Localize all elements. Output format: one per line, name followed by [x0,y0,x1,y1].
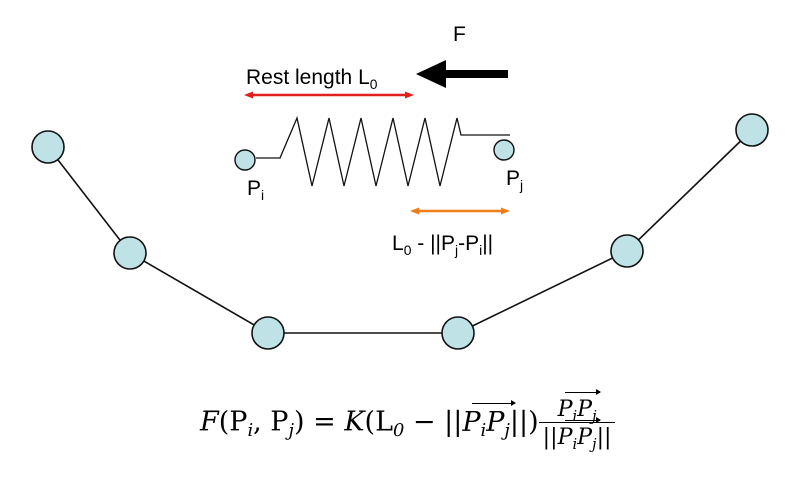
formula-den-close: || [596,424,612,451]
chain-node [441,316,475,350]
formula-F: F [200,406,219,438]
pj-subscript: j [520,176,524,193]
formula-lhs-close: ) [294,406,305,438]
formula-open: (L [364,406,393,438]
chain-link [457,250,628,334]
particle-pj [493,139,515,161]
disp-l-subscript: 0 [403,241,412,258]
chain-links [47,129,753,334]
rest-length-label: Rest length L0 [246,66,377,91]
formula-den-P2: P [577,424,593,451]
spring-coil [256,115,510,187]
chain-link [129,252,269,334]
chain-node [31,130,65,164]
formula-lhs-i: i [247,420,254,442]
formula-den-j: j [592,435,597,453]
chain-link [47,146,131,254]
disp-j-subscript: j [455,241,459,258]
formula-equals: = [304,406,345,438]
formula-denominator: ||PiPj|| [538,417,616,452]
chain-node [610,234,644,268]
formula-num-vector: PiPj [557,388,602,423]
formula-den-i: i [572,435,578,453]
formula-lhs-comma: , P [253,406,289,438]
chain-node [113,236,147,270]
formula-vec-P2: P [486,406,505,438]
formula-num-P2: P [577,396,593,422]
formula-lhs-j: j [288,420,295,442]
chain-node [735,113,769,147]
formula-minus: − || [404,406,463,438]
formula-lhs-open: (P [218,406,248,438]
disp-l: L [392,232,404,255]
pi-subscript: i [261,186,265,203]
disp-mid: - ||P [411,232,455,255]
force-label: F [453,23,466,46]
displacement-label: L0 - ||Pj-Pi|| [392,232,494,257]
formula-den-P1: P [557,424,573,451]
particle-pi [234,149,256,171]
formula-K: K [344,406,365,438]
formula-vec-i: i [480,420,487,442]
spring-force-formula: F(Pi, Pj) = K(L0 − ||PiPj||) PiPj ||PiPj|| [200,388,616,452]
disp-dash: -P [458,232,480,255]
pi-label: Pi [247,177,264,202]
formula-vec-P1: P [462,406,481,438]
formula-close-norm: ||) [509,406,539,438]
formula-numerator: PiPj [539,388,616,423]
chain-nodes [31,113,769,350]
chain-link [626,129,753,252]
formula-num-P1: P [557,396,573,422]
formula-vec-j: j [504,420,510,442]
disp-i-subscript: i [479,241,483,258]
disp-end: || [482,232,494,255]
formula-num-j: j [592,407,597,425]
rest-length-text: Rest length L [246,66,370,89]
formula-den-open: || [542,424,558,451]
formula-vector: PiPj [462,399,516,440]
formula-L-sub: 0 [393,420,405,442]
formula-num-i: i [572,407,578,425]
rest-length-subscript: 0 [369,75,378,92]
formula-den-vector: PiPj [557,417,602,452]
chain-node [251,316,285,350]
force-arrow [416,60,508,88]
pj-label: Pj [506,167,523,192]
formula-fraction: PiPj ||PiPj|| [538,388,616,452]
pi-letter: P [247,177,262,200]
pj-letter: P [506,167,521,190]
